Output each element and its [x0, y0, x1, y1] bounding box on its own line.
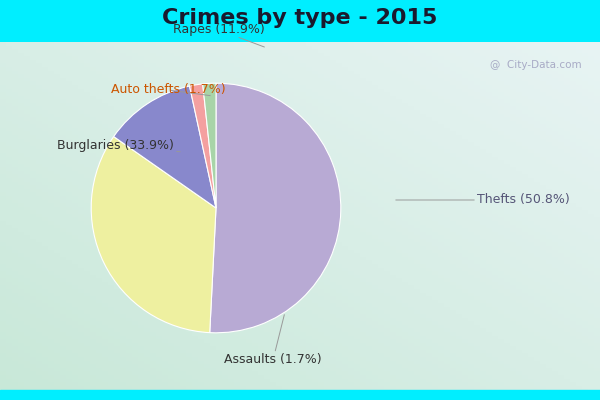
Bar	[0, 0, 600, 42]
Wedge shape	[190, 84, 216, 208]
Bar	[0, 390, 600, 400]
Text: Rapes (11.9%): Rapes (11.9%)	[173, 24, 265, 47]
Text: @  City-Data.com: @ City-Data.com	[490, 60, 582, 70]
Wedge shape	[91, 136, 216, 333]
Text: Crimes by type - 2015: Crimes by type - 2015	[163, 8, 437, 28]
Text: Burglaries (33.9%): Burglaries (33.9%)	[57, 140, 180, 152]
Wedge shape	[203, 83, 216, 208]
Wedge shape	[210, 83, 341, 333]
Text: Auto thefts (1.7%): Auto thefts (1.7%)	[111, 84, 226, 96]
Wedge shape	[113, 86, 216, 208]
Text: Thefts (50.8%): Thefts (50.8%)	[396, 194, 570, 206]
Text: Assaults (1.7%): Assaults (1.7%)	[224, 315, 322, 366]
